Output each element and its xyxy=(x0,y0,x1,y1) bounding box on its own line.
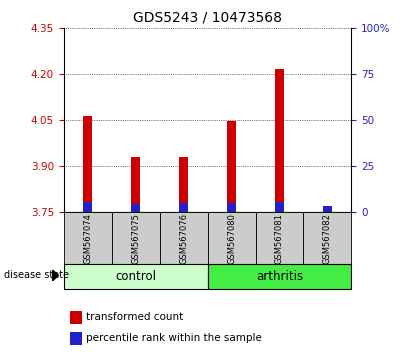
Bar xyxy=(112,212,159,264)
Bar xyxy=(70,332,82,345)
Bar xyxy=(227,121,236,212)
Bar xyxy=(256,212,303,264)
Text: percentile rank within the sample: percentile rank within the sample xyxy=(85,333,261,343)
Title: GDS5243 / 10473568: GDS5243 / 10473568 xyxy=(133,10,282,24)
Bar xyxy=(208,264,351,289)
Bar xyxy=(64,212,112,264)
Bar xyxy=(131,204,140,212)
Bar xyxy=(208,212,256,264)
Text: control: control xyxy=(115,270,156,282)
Bar xyxy=(179,156,188,212)
Text: disease state: disease state xyxy=(4,270,69,280)
Text: GSM567082: GSM567082 xyxy=(323,213,332,263)
Bar xyxy=(303,212,351,264)
Bar xyxy=(131,156,140,212)
Text: GSM567075: GSM567075 xyxy=(131,213,140,263)
Text: GSM567074: GSM567074 xyxy=(83,213,92,263)
Bar xyxy=(83,202,92,212)
Bar xyxy=(70,311,82,324)
Bar xyxy=(83,116,92,212)
Bar xyxy=(323,206,332,212)
Text: GSM567076: GSM567076 xyxy=(179,212,188,264)
Bar xyxy=(159,212,208,264)
Bar xyxy=(275,202,284,212)
Text: transformed count: transformed count xyxy=(85,312,183,322)
Polygon shape xyxy=(53,270,58,281)
Bar xyxy=(227,203,236,212)
Text: GSM567081: GSM567081 xyxy=(275,213,284,263)
Bar xyxy=(64,264,208,289)
Bar xyxy=(275,69,284,212)
Bar xyxy=(179,203,188,212)
Text: arthritis: arthritis xyxy=(256,270,303,282)
Text: GSM567080: GSM567080 xyxy=(227,213,236,263)
